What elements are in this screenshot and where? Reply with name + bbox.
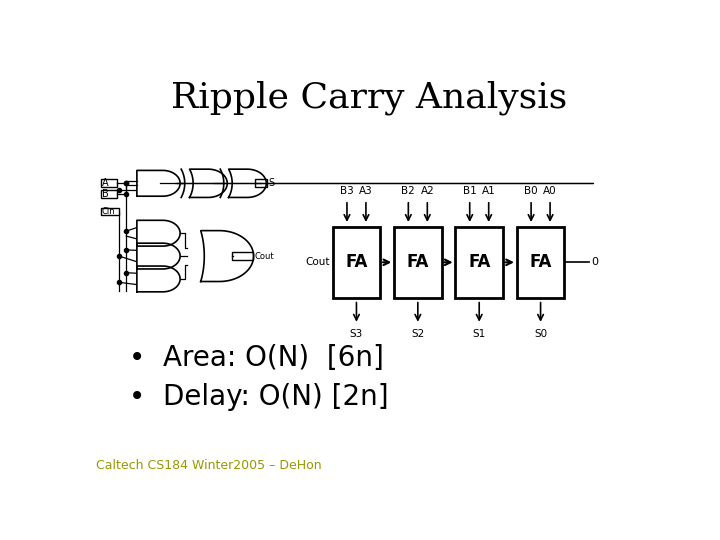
Text: FA: FA (346, 253, 368, 271)
Polygon shape (137, 171, 180, 196)
Text: A2: A2 (420, 186, 434, 196)
Text: S: S (268, 178, 274, 188)
Polygon shape (137, 220, 180, 246)
FancyBboxPatch shape (233, 252, 253, 260)
Polygon shape (137, 266, 180, 292)
FancyBboxPatch shape (517, 227, 564, 298)
FancyBboxPatch shape (255, 179, 267, 187)
Text: B0: B0 (524, 186, 538, 196)
Text: B1: B1 (463, 186, 477, 196)
Text: S1: S1 (472, 329, 486, 339)
FancyBboxPatch shape (101, 190, 117, 198)
Text: A0: A0 (544, 186, 557, 196)
Text: A3: A3 (359, 186, 373, 196)
Text: B: B (102, 188, 109, 199)
FancyBboxPatch shape (101, 208, 119, 215)
Text: Caltech CS184 Winter2005 – DeHon: Caltech CS184 Winter2005 – DeHon (96, 460, 321, 472)
Polygon shape (201, 231, 253, 281)
Text: •  Area: O(N)  [6n]: • Area: O(N) [6n] (129, 344, 384, 372)
Text: Cout: Cout (255, 252, 274, 261)
Polygon shape (229, 169, 266, 198)
Text: B2: B2 (402, 186, 415, 196)
Text: Cin: Cin (102, 207, 115, 216)
Text: Ripple Carry Analysis: Ripple Carry Analysis (171, 81, 567, 116)
Text: A1: A1 (482, 186, 495, 196)
Text: S2: S2 (411, 329, 425, 339)
Text: FA: FA (468, 253, 490, 271)
Text: FA: FA (529, 253, 552, 271)
Text: S0: S0 (534, 329, 547, 339)
Text: 0: 0 (591, 257, 598, 267)
FancyBboxPatch shape (101, 179, 117, 187)
FancyBboxPatch shape (394, 227, 441, 298)
Text: FA: FA (407, 253, 429, 271)
Text: A: A (102, 178, 108, 188)
FancyBboxPatch shape (333, 227, 380, 298)
Text: B3: B3 (340, 186, 354, 196)
Text: Cout: Cout (305, 257, 330, 267)
Text: •  Delay: O(N) [2n]: • Delay: O(N) [2n] (129, 383, 389, 411)
Polygon shape (137, 243, 180, 269)
FancyBboxPatch shape (456, 227, 503, 298)
Text: S3: S3 (350, 329, 363, 339)
Polygon shape (189, 169, 228, 198)
